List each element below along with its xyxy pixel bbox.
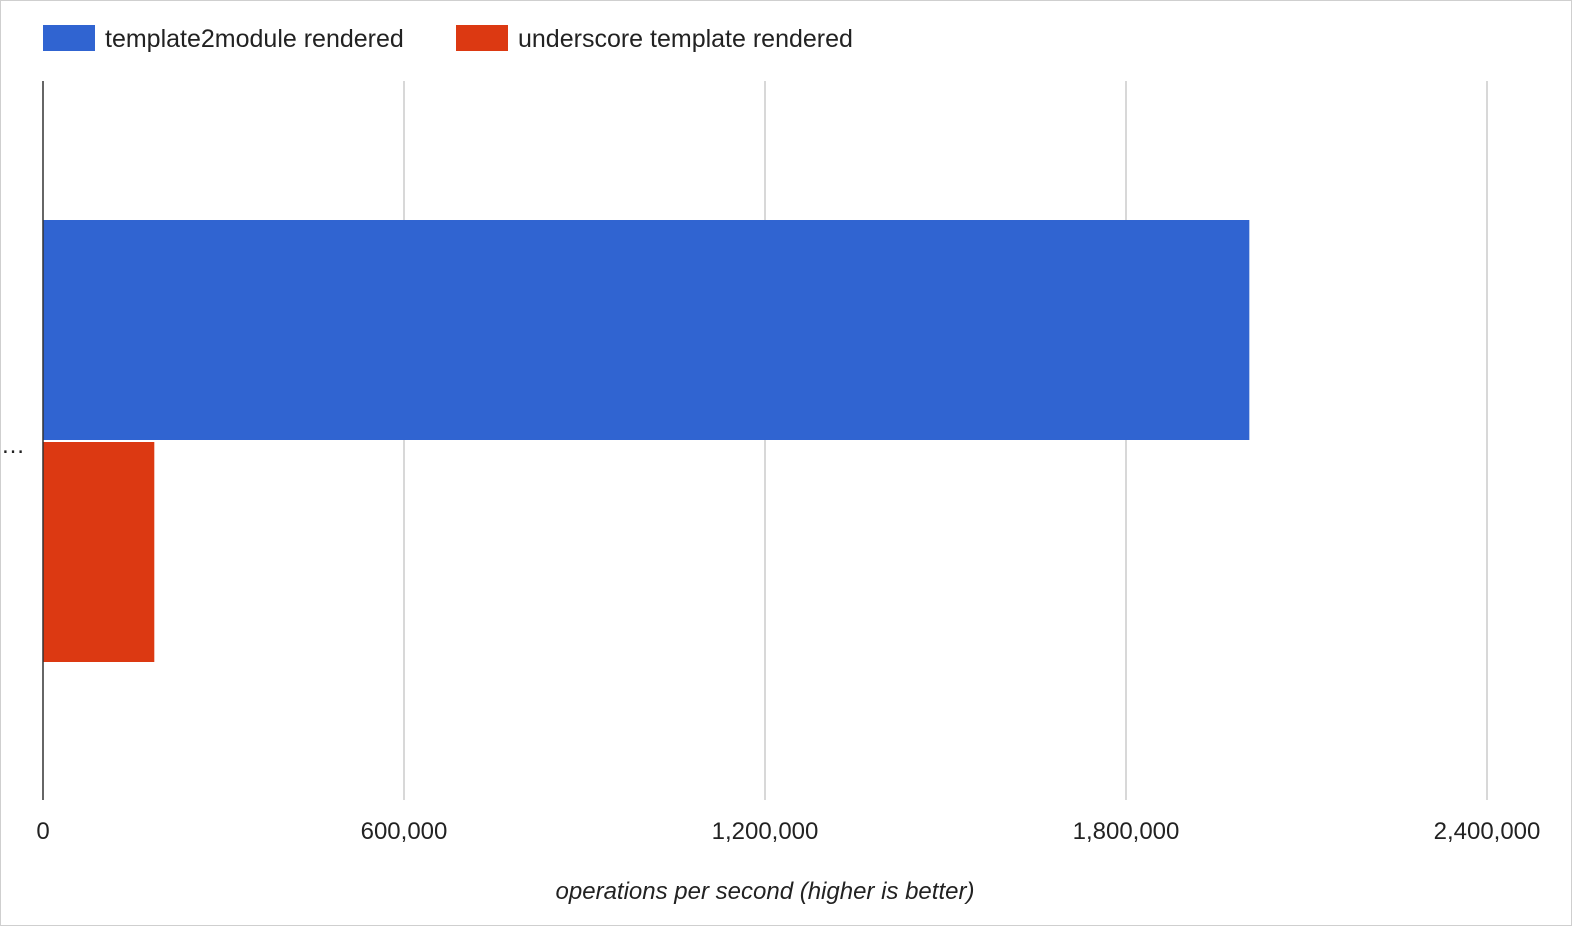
legend-swatch-underscore xyxy=(456,25,508,51)
legend-item-template2module[interactable]: template2module rendered xyxy=(43,25,404,53)
bars xyxy=(43,220,1250,662)
legend-item-underscore[interactable]: underscore template rendered xyxy=(456,25,853,53)
bar-template2module[interactable] xyxy=(43,220,1250,440)
legend-label-underscore: underscore template rendered xyxy=(518,25,853,53)
x-tick-label: 1,800,000 xyxy=(1073,818,1180,845)
x-tick-label: 0 xyxy=(36,818,49,845)
bar-underscore[interactable] xyxy=(43,442,155,662)
legend-swatch-template2module xyxy=(43,25,95,51)
x-axis-title: operations per second (higher is better) xyxy=(556,878,975,905)
x-tick-label: 600,000 xyxy=(361,818,448,845)
legend: template2module rendered underscore temp… xyxy=(43,25,853,53)
x-axis-tick-labels: 0 600,000 1,200,000 1,800,000 2,400,000 xyxy=(36,818,1540,845)
gridlines xyxy=(403,81,1488,800)
legend-label-template2module: template2module rendered xyxy=(105,25,404,53)
category-label: … xyxy=(1,432,25,459)
x-tick-label: 1,200,000 xyxy=(712,818,819,845)
x-tick-label: 2,400,000 xyxy=(1434,818,1541,845)
